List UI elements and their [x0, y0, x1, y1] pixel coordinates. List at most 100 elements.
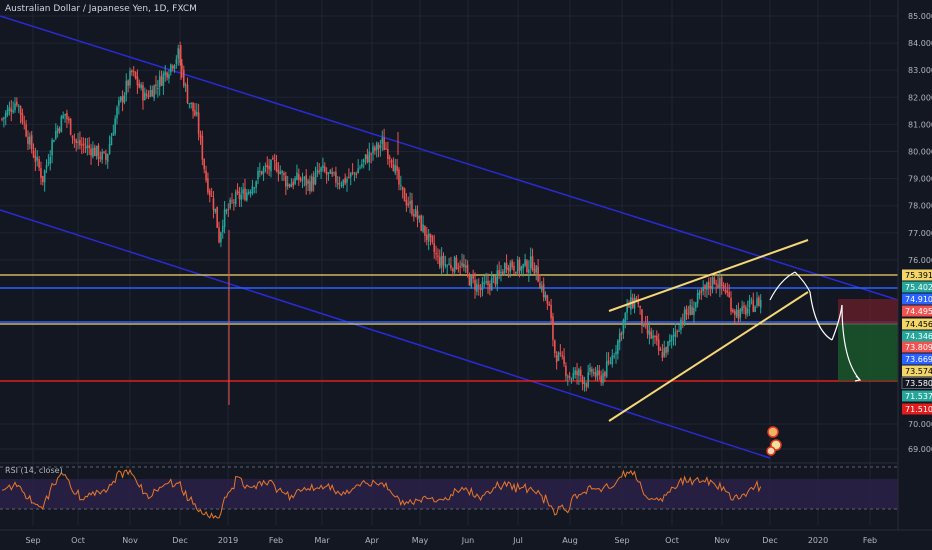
candle-body [234, 192, 237, 204]
candle-body [147, 95, 150, 98]
candle-body [184, 84, 187, 86]
candle-body [370, 153, 372, 155]
candle-body [618, 333, 621, 343]
candle-body [377, 144, 380, 150]
candle-body [132, 71, 135, 73]
candle-body [555, 355, 558, 363]
candle-body [121, 95, 124, 103]
candle-body [520, 266, 523, 271]
candle-body [307, 180, 309, 184]
candle-body [186, 84, 189, 104]
price-tag-label: 71.510 [905, 405, 932, 414]
candle-body [66, 112, 68, 120]
time-tick-label: Feb [863, 536, 877, 545]
candle-body [713, 277, 716, 284]
candle-body [99, 157, 102, 159]
projection-arrow-up [769, 271, 796, 301]
candle-body [516, 259, 519, 274]
candle-body [438, 256, 441, 267]
price-tick-label: 82.000 [908, 93, 932, 102]
candle-body [160, 76, 163, 86]
candle-body [296, 172, 298, 180]
candle-body [633, 298, 636, 309]
candle-body [73, 138, 76, 140]
price-tag-label: 73.669 [905, 355, 932, 364]
candle-body [142, 85, 144, 101]
candle-body [498, 270, 500, 274]
price-tag: 74.495 [902, 305, 932, 317]
candle-body [40, 168, 42, 178]
candle-body [726, 290, 729, 293]
candle-body [676, 330, 679, 332]
candle-body [21, 113, 24, 123]
candle-body [728, 292, 730, 298]
price-tick-label: 70.000 [908, 420, 932, 429]
candle-body [323, 166, 326, 172]
candle-body [379, 145, 382, 148]
candle-body [318, 170, 321, 172]
candle-body [431, 236, 434, 243]
candle-body [88, 145, 90, 149]
candle-body [730, 297, 732, 312]
candle-body [3, 117, 5, 120]
time-tick-label: Oct [665, 536, 679, 545]
candle-body [518, 259, 521, 272]
candle-body [591, 369, 593, 373]
candle-body [225, 209, 228, 212]
candle-body [719, 278, 721, 288]
candle-body [336, 183, 339, 185]
candle-body [381, 138, 384, 144]
price-tag-label: 74.346 [905, 332, 932, 341]
rsi-line [1, 468, 762, 519]
candle-body [579, 369, 582, 376]
candle-body [680, 319, 682, 330]
candle-body [249, 191, 252, 193]
candle-body [685, 308, 688, 315]
price-tag: 74.910 [902, 293, 932, 305]
price-tag-box [902, 403, 932, 415]
candle-body [724, 289, 727, 293]
time-tick-label: 2020 [808, 536, 828, 545]
candle-body [535, 265, 538, 273]
candle-body [581, 376, 584, 385]
candle-body [693, 308, 695, 315]
time-tick-label: Nov [122, 536, 138, 545]
candle-body [674, 332, 677, 337]
candle-body [756, 298, 758, 306]
candle-body [641, 309, 643, 326]
candle-body [700, 290, 703, 293]
candle-body [444, 264, 447, 267]
candle-body [422, 224, 424, 232]
candle-body [246, 192, 248, 201]
candle-body [298, 174, 300, 180]
candle-body [620, 332, 623, 335]
candle-body [223, 209, 226, 228]
time-tick-label: Sep [25, 536, 40, 545]
price-tag-label: 73.580 [905, 379, 932, 388]
candle-body [342, 179, 345, 187]
candle-body [711, 277, 714, 290]
candle-body [392, 163, 395, 172]
price-tag-label: 74.495 [905, 307, 932, 316]
price-tick-label: 85.000 [908, 12, 932, 21]
candle-body [29, 136, 31, 145]
candle-body [717, 284, 719, 289]
candle-body [162, 73, 165, 87]
candle-body [388, 156, 391, 159]
candle-body [17, 105, 20, 107]
price-tag-box [902, 365, 932, 377]
candle-body [207, 178, 209, 193]
candle-body [418, 215, 421, 219]
candle-body [136, 76, 139, 86]
candle-body [301, 180, 304, 182]
candle-body [542, 284, 545, 298]
candle-body [335, 171, 337, 183]
candle-body [468, 274, 471, 286]
candle-body [10, 108, 13, 112]
rsi-title: RSI (14, close) [5, 466, 63, 475]
candle-body [455, 257, 458, 270]
candle-body [509, 262, 512, 272]
candle-body [533, 268, 536, 274]
price-tag-label: 74.910 [905, 295, 932, 304]
